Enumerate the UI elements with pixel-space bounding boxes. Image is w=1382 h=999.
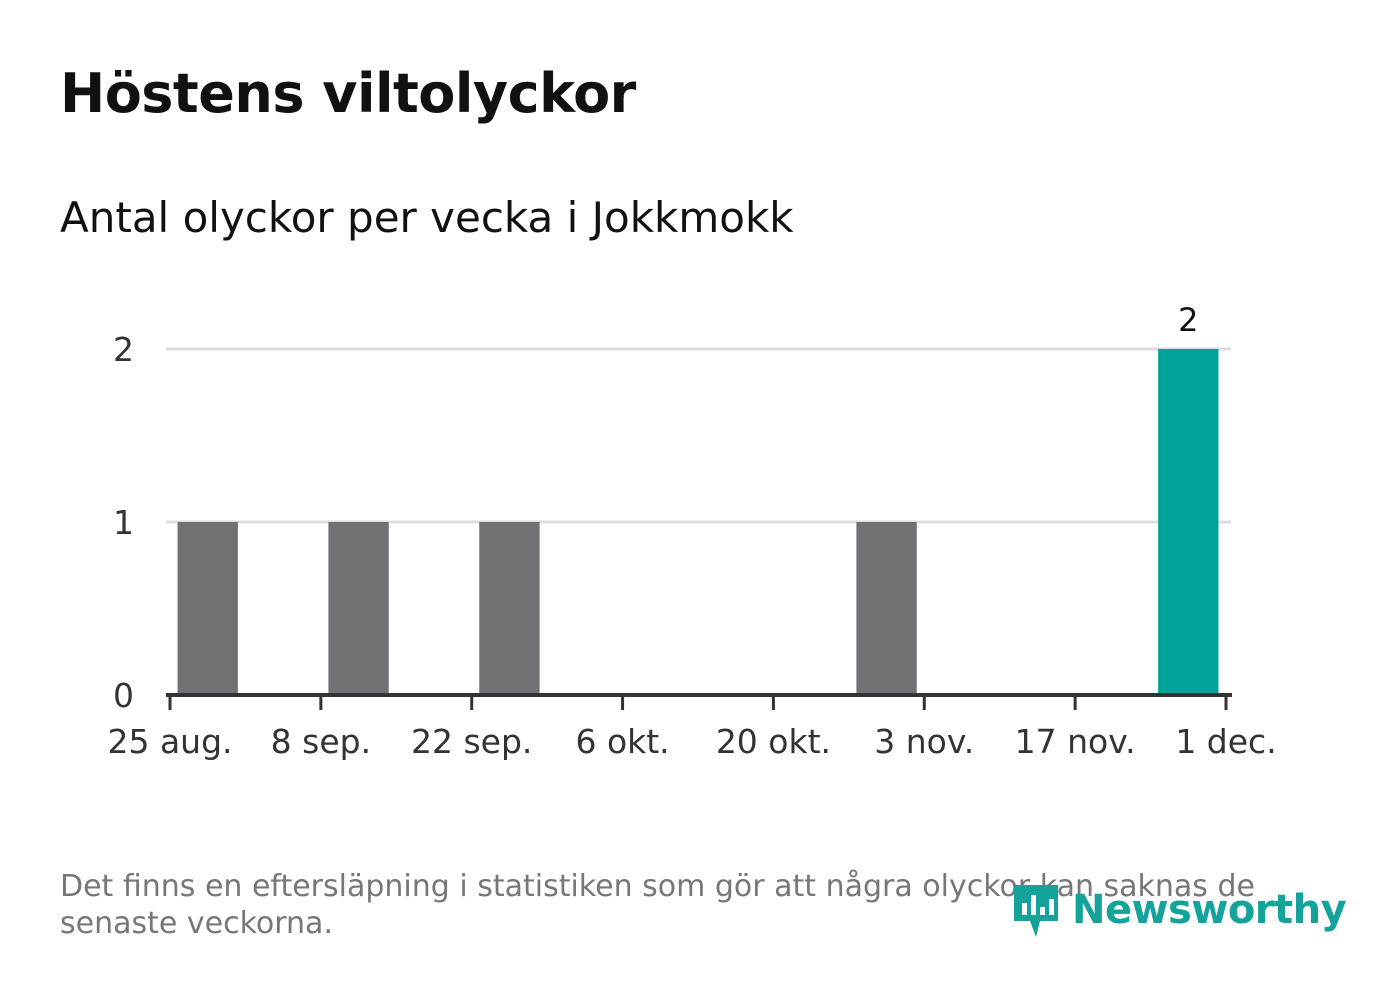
x-tick-label: 22 sep. (411, 722, 532, 761)
x-tick-label: 8 sep. (271, 722, 371, 761)
y-tick-label: 1 (113, 503, 134, 542)
x-tick-label: 25 aug. (107, 722, 232, 761)
axis-layer (166, 693, 1232, 710)
chart-title: Höstens viltolyckor (60, 62, 636, 125)
newsworthy-logo-icon (1014, 885, 1058, 937)
x-tick-label: 1 dec. (1175, 722, 1276, 761)
newsworthy-logo: Newsworthy (1010, 878, 1347, 942)
x-tick-label: 6 okt. (575, 722, 669, 761)
bar-v44 (856, 522, 917, 695)
y-tick-label: 2 (113, 330, 134, 369)
data-label: 2 (1178, 301, 1198, 339)
x-tick-label: 3 nov. (874, 722, 974, 761)
y-tick-label: 0 (113, 676, 134, 715)
bar-v35 (177, 522, 238, 695)
label-layer: 0 1 2 2 25 aug. 8 sep. 22 sep. 6 okt. 20 okt. 3 n… (107, 301, 1276, 761)
x-tick-label: 20 okt. (716, 722, 831, 761)
chart-subtitle: Antal olyckor per vecka i Jokkmokk (60, 193, 794, 242)
bar-layer (177, 349, 1219, 695)
x-tick-label: 17 nov. (1015, 722, 1136, 761)
bar-v37 (328, 522, 389, 695)
grid-layer (166, 347, 1231, 524)
bar-v48 (1158, 349, 1219, 695)
bar-v39 (479, 522, 540, 695)
brand-name: Newsworthy (1072, 887, 1347, 933)
